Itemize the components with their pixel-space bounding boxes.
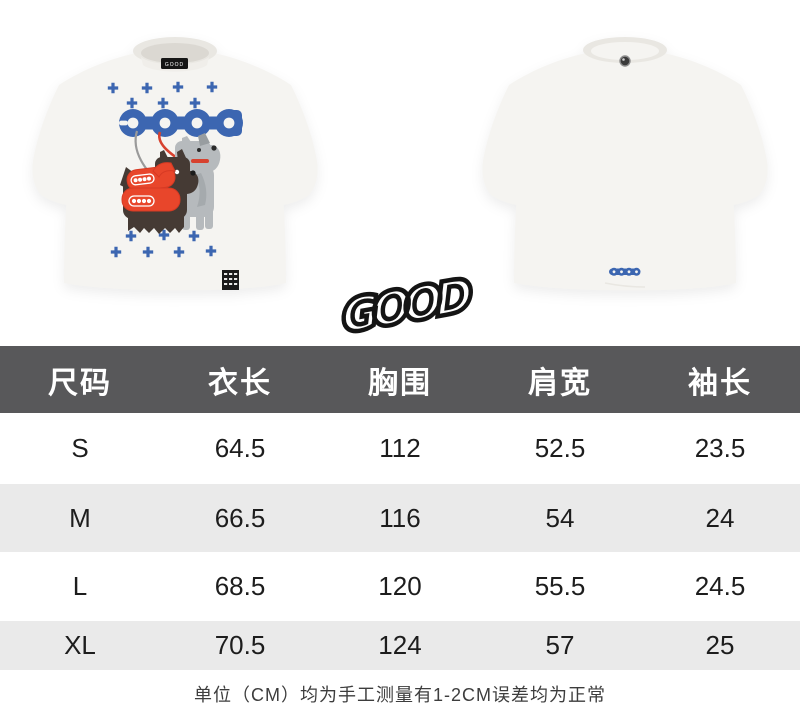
header-cell-sleeve: 袖长 — [688, 366, 752, 400]
product-photo-section: GOOD — [0, 0, 800, 346]
size-cell: XL — [64, 630, 96, 660]
table-row-m: M 66.5 116 54 24 — [0, 484, 800, 552]
measurement-cell: 68.5 — [214, 571, 266, 601]
back-tshirt-photo — [482, 37, 768, 291]
neck-label: GOOD — [161, 58, 188, 69]
measurement-cell: 57 — [545, 630, 575, 660]
table-row-xl: XL 70.5 124 57 25 — [0, 621, 800, 670]
brand-graffiti-logo: GOOD — [332, 252, 476, 361]
measurement-cell: 24 — [705, 502, 735, 533]
measurement-cell: 66.5 — [214, 502, 266, 533]
size-cell: L — [72, 571, 88, 601]
table-row-s: S 64.5 112 52.5 23.5 — [0, 413, 800, 484]
size-table: 尺码 衣长 胸围 肩宽 袖长 S 64.5 112 52.5 23.5 M 66… — [0, 346, 800, 670]
tee-silhouette — [32, 37, 318, 291]
measurement-cell: 24.5 — [694, 571, 746, 601]
tee-silhouette — [482, 37, 768, 291]
measurement-cell: 54 — [545, 502, 575, 533]
back-hem-chain-logo — [609, 267, 641, 276]
measurement-cell: 52.5 — [534, 433, 586, 463]
size-table-header-row: 尺码 衣长 胸围 肩宽 袖长 — [0, 346, 800, 413]
header-cell-size: 尺码 — [48, 366, 112, 400]
measurement-cell: 124 — [378, 630, 422, 660]
measurement-cell: 64.5 — [214, 433, 266, 463]
hem-label — [222, 270, 239, 290]
measurement-cell: 25 — [705, 630, 735, 660]
measurement-disclaimer: 单位（CM）均为手工测量有1-2CM误差均为正常 — [0, 670, 800, 718]
size-cell: S — [71, 433, 89, 463]
vest-chain-logo — [128, 173, 155, 207]
size-cell: M — [69, 502, 91, 533]
table-row-l: L 68.5 120 55.5 24.5 — [0, 552, 800, 621]
measurement-cell: 70.5 — [214, 630, 266, 660]
dog-vest — [121, 162, 181, 212]
header-cell-shoulder: 肩宽 — [528, 366, 592, 400]
measurement-cell: 112 — [379, 433, 421, 463]
measurement-cell: 55.5 — [534, 571, 586, 601]
scottie-dog — [120, 149, 199, 234]
brand-graffiti-text: GOOD — [338, 266, 471, 347]
neck-label-text: GOOD — [165, 62, 184, 68]
chain-good-logo — [119, 109, 243, 137]
collar-button — [619, 55, 631, 67]
measurement-cell: 120 — [378, 571, 422, 601]
front-tshirt-photo: GOOD — [32, 37, 318, 291]
header-cell-length: 衣长 — [208, 366, 272, 400]
header-cell-chest: 胸围 — [368, 366, 432, 400]
measurement-cell: 116 — [379, 502, 421, 533]
measurement-cell: 23.5 — [694, 433, 746, 463]
